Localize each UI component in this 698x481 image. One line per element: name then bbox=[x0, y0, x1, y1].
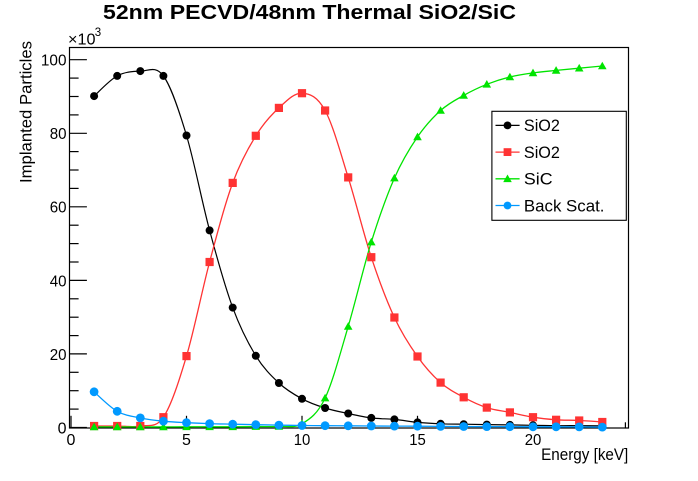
svg-text:5: 5 bbox=[182, 432, 191, 449]
svg-text:15: 15 bbox=[409, 432, 426, 449]
svg-text:20: 20 bbox=[50, 347, 67, 364]
svg-text:0: 0 bbox=[58, 420, 67, 437]
svg-text:10: 10 bbox=[294, 432, 311, 449]
svg-text:20: 20 bbox=[525, 432, 542, 449]
svg-text:80: 80 bbox=[50, 126, 67, 143]
svg-text:40: 40 bbox=[50, 273, 67, 290]
svg-text:SiC: SiC bbox=[524, 170, 553, 189]
svg-text:100: 100 bbox=[41, 53, 67, 70]
svg-text:Implanted Particles: Implanted Particles bbox=[17, 41, 36, 183]
svg-text:60: 60 bbox=[50, 200, 67, 217]
svg-text:0: 0 bbox=[67, 432, 76, 449]
svg-text:3: 3 bbox=[95, 27, 101, 39]
svg-text:SiO2: SiO2 bbox=[524, 143, 560, 162]
svg-text:Energy [keV]: Energy [keV] bbox=[541, 445, 628, 464]
svg-text:SiO2: SiO2 bbox=[524, 116, 560, 135]
svg-text:52nm PECVD/48nm Thermal SiO2/S: 52nm PECVD/48nm Thermal SiO2/SiC bbox=[103, 2, 516, 24]
svg-text:×10: ×10 bbox=[68, 32, 96, 49]
svg-text:Back Scat.: Back Scat. bbox=[524, 196, 605, 215]
